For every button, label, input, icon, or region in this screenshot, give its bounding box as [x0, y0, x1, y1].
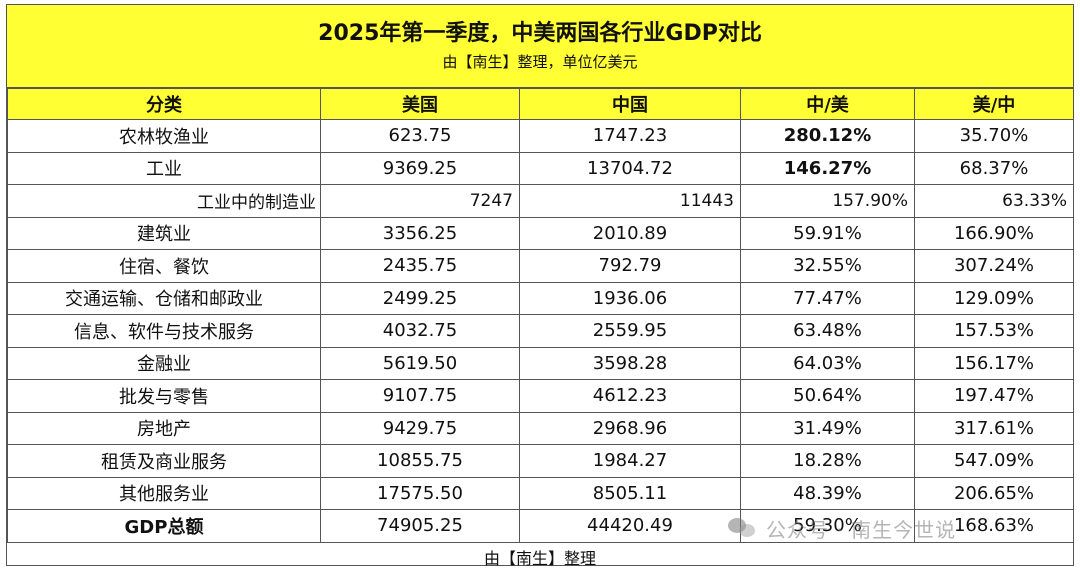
cell-cn-us-ratio: 157.90%: [740, 184, 915, 218]
cell-us-cn-ratio: 168.63%: [914, 509, 1074, 543]
cell-cn-us-ratio: 63.48%: [740, 314, 915, 348]
cell-us-value: 9369.25: [320, 151, 520, 185]
cell-cn-value: 2968.96: [519, 411, 741, 445]
cell-us-value: 74905.25: [320, 509, 520, 543]
table-row: 农林牧渔业 623.75 1747.23 280.12% 35.70%: [7, 119, 1074, 153]
page-subtitle: 由【南生】整理，单位亿美元: [442, 53, 638, 71]
cell-category: 交通运输、仓储和邮政业: [7, 281, 321, 315]
cell-cn-value: 4612.23: [519, 379, 741, 413]
cell-cn-value: 11443: [519, 184, 741, 218]
table-row: 工业中的制造业 7247 11443 157.90% 63.33%: [7, 184, 1074, 218]
cell-us-cn-ratio: 63.33%: [914, 184, 1074, 218]
cell-cn-value: 792.79: [519, 249, 741, 283]
cell-us-value: 17575.50: [320, 476, 520, 510]
cell-category: 信息、软件与技术服务: [7, 314, 321, 348]
title-block: 2025年第一季度，中美两国各行业GDP对比 由【南生】整理，单位亿美元: [7, 5, 1073, 88]
cell-cn-value: 1984.27: [519, 444, 741, 478]
table-row: 租赁及商业服务 10855.75 1984.27 18.28% 547.09%: [7, 444, 1074, 478]
cell-us-value: 9429.75: [320, 411, 520, 445]
cell-cn-us-ratio: 48.39%: [740, 476, 915, 510]
cell-cn-us-ratio: 146.27%: [740, 151, 915, 185]
cell-us-cn-ratio: 547.09%: [914, 444, 1074, 478]
cell-cn-us-ratio: 32.55%: [740, 249, 915, 283]
cell-cn-value: 8505.11: [519, 476, 741, 510]
header-us-cn-ratio: 美/中: [914, 88, 1074, 120]
cell-cn-us-ratio: 59.30%: [740, 509, 915, 543]
cell-us-value: 5619.50: [320, 346, 520, 380]
header-category: 分类: [7, 88, 321, 120]
cell-us-cn-ratio: 166.90%: [914, 216, 1074, 250]
cell-category: 批发与零售: [7, 379, 321, 413]
cell-cn-us-ratio: 31.49%: [740, 411, 915, 445]
cell-cn-value: 2010.89: [519, 216, 741, 250]
cell-category: 农林牧渔业: [7, 119, 321, 153]
cell-us-value: 3356.25: [320, 216, 520, 250]
cell-cn-value: 44420.49: [519, 509, 741, 543]
cell-us-cn-ratio: 317.61%: [914, 411, 1074, 445]
cell-cn-value: 1936.06: [519, 281, 741, 315]
gdp-table-frame: 2025年第一季度，中美两国各行业GDP对比 由【南生】整理，单位亿美元 分类 …: [6, 4, 1074, 568]
cell-cn-value: 3598.28: [519, 346, 741, 380]
cell-us-value: 2435.75: [320, 249, 520, 283]
cell-category: 租赁及商业服务: [7, 444, 321, 478]
table-header-row: 分类 美国 中国 中/美 美/中: [7, 88, 1074, 120]
gdp-comparison-table: 分类 美国 中国 中/美 美/中 农林牧渔业 623.75 1747.23 280.1…: [7, 88, 1074, 543]
table-row: 建筑业 3356.25 2010.89 59.91% 166.90%: [7, 216, 1074, 250]
cell-category: 工业: [7, 151, 321, 185]
cell-cn-value: 1747.23: [519, 119, 741, 153]
table-row: 金融业 5619.50 3598.28 64.03% 156.17%: [7, 346, 1074, 380]
table-row: 批发与零售 9107.75 4612.23 50.64% 197.47%: [7, 379, 1074, 413]
cell-us-cn-ratio: 157.53%: [914, 314, 1074, 348]
cell-us-value: 4032.75: [320, 314, 520, 348]
table-footer: 由【南生】整理: [483, 548, 596, 568]
page-title: 2025年第一季度，中美两国各行业GDP对比: [318, 21, 762, 46]
header-us: 美国: [320, 88, 520, 120]
table-row: 工业 9369.25 13704.72 146.27% 68.37%: [7, 151, 1074, 185]
cell-category: 建筑业: [7, 216, 321, 250]
cell-us-value: 2499.25: [320, 281, 520, 315]
table-row: 其他服务业 17575.50 8505.11 48.39% 206.65%: [7, 476, 1074, 510]
cell-category: 其他服务业: [7, 476, 321, 510]
cell-us-cn-ratio: 68.37%: [914, 151, 1074, 185]
table-row: 住宿、餐饮 2435.75 792.79 32.55% 307.24%: [7, 249, 1074, 283]
table-row: 房地产 9429.75 2968.96 31.49% 317.61%: [7, 411, 1074, 445]
table-row: 交通运输、仓储和邮政业 2499.25 1936.06 77.47% 129.09%: [7, 281, 1074, 315]
header-cn: 中国: [519, 88, 741, 120]
cell-us-value: 10855.75: [320, 444, 520, 478]
cell-cn-us-ratio: 50.64%: [740, 379, 915, 413]
cell-cn-us-ratio: 64.03%: [740, 346, 915, 380]
table-row: 信息、软件与技术服务 4032.75 2559.95 63.48% 157.53%: [7, 314, 1074, 348]
cell-cn-us-ratio: 77.47%: [740, 281, 915, 315]
cell-category: GDP总额: [7, 509, 321, 543]
cell-category: 住宿、餐饮: [7, 249, 321, 283]
cell-cn-us-ratio: 18.28%: [740, 444, 915, 478]
cell-us-cn-ratio: 129.09%: [914, 281, 1074, 315]
cell-us-cn-ratio: 156.17%: [914, 346, 1074, 380]
cell-cn-us-ratio: 280.12%: [740, 119, 915, 153]
cell-cn-us-ratio: 59.91%: [740, 216, 915, 250]
cell-us-cn-ratio: 35.70%: [914, 119, 1074, 153]
cell-cn-value: 13704.72: [519, 151, 741, 185]
cell-us-value: 9107.75: [320, 379, 520, 413]
cell-us-cn-ratio: 307.24%: [914, 249, 1074, 283]
cell-us-cn-ratio: 206.65%: [914, 476, 1074, 510]
cell-category: 房地产: [7, 411, 321, 445]
cell-category: 工业中的制造业: [7, 184, 321, 218]
cell-us-value: 623.75: [320, 119, 520, 153]
cell-us-cn-ratio: 197.47%: [914, 379, 1074, 413]
table-body: 农林牧渔业 623.75 1747.23 280.12% 35.70% 工业 9369.25…: [7, 119, 1074, 543]
header-cn-us-ratio: 中/美: [740, 88, 915, 120]
cell-cn-value: 2559.95: [519, 314, 741, 348]
cell-category: 金融业: [7, 346, 321, 380]
cell-us-value: 7247: [320, 184, 520, 218]
table-row: GDP总额 74905.25 44420.49 59.30% 168.63%: [7, 509, 1074, 543]
